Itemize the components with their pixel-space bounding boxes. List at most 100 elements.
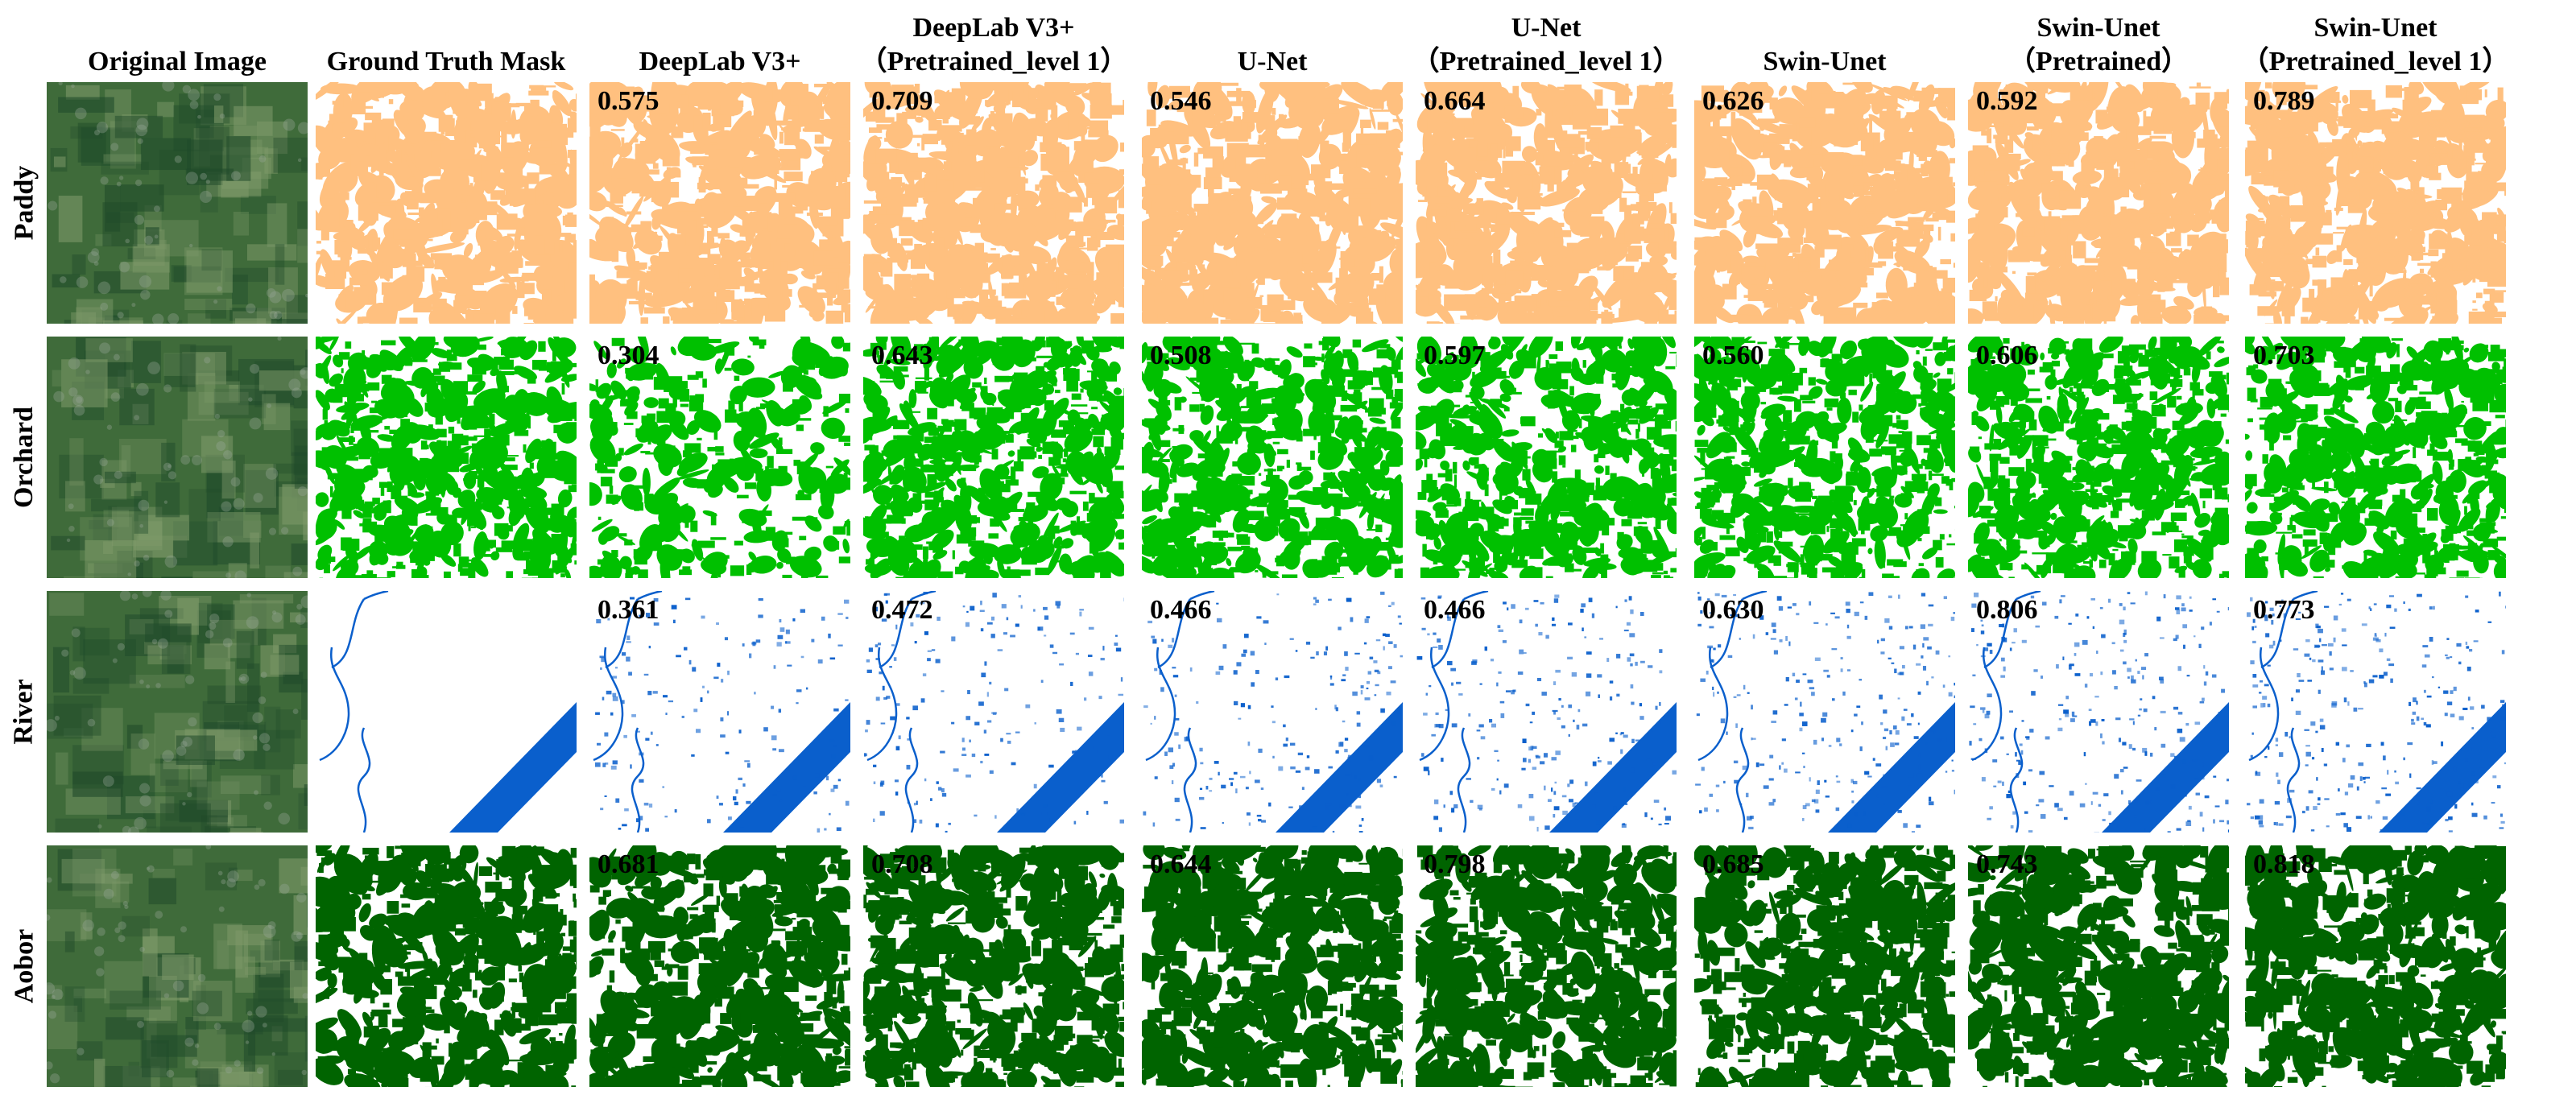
column-header-swin_pt1: Swin-Unet（Pretrained_level 1） [2239,6,2512,79]
score-label: 0.630 [1702,596,1764,625]
segmentation-mask [1694,591,1955,833]
tile-aobor-original [47,845,308,1087]
tile-aobor-deeplab_pt: 0.708 [863,845,1124,1087]
segmentation-mask [316,845,577,1087]
segmentation-mask [1694,337,1955,578]
satellite-image [47,337,308,578]
column-header-line: （Pretrained_level 1） [2242,45,2510,79]
tile-orchard-swin_pt1: 0.703 [2245,337,2506,578]
tile-aobor-swin_pt1: 0.818 [2245,845,2506,1087]
segmentation-mask [1142,337,1403,578]
segmentation-mask [316,82,577,324]
row-label-aobor: Aobor [2,837,47,1095]
tile-river-swin: 0.630 [1694,591,1955,833]
score-label: 0.643 [871,341,933,370]
score-label: 0.703 [2253,341,2315,370]
column-header-line: DeepLab V3+ [639,45,800,79]
segmentation-mask [1142,82,1403,324]
column-header-line: Swin-Unet [2036,11,2160,45]
score-label: 0.606 [1976,341,2038,370]
tile-aobor-unet_pt: 0.798 [1416,845,1677,1087]
satellite-image [47,845,308,1087]
segmentation-mask [589,82,850,324]
segmentation-mask [1416,337,1677,578]
segmentation-mask [1694,82,1955,324]
column-header-line: DeepLab V3+ [912,11,1074,45]
row-label-text: Aobor [9,929,39,1004]
score-label: 0.560 [1702,341,1764,370]
tile-river-swin_pt1: 0.773 [2245,591,2506,833]
segmentation-mask [2245,82,2506,324]
segmentation-mask [589,591,850,833]
segmentation-mask [589,845,850,1087]
column-header-deeplab_pt: DeepLab V3+（Pretrained_level 1） [857,6,1131,79]
tile-paddy-gt [316,82,577,324]
tile-aobor-swin_pt: 0.743 [1968,845,2229,1087]
tile-orchard-original [47,337,308,578]
tile-orchard-unet: 0.508 [1142,337,1403,578]
column-header-line: Ground Truth Mask [327,45,566,79]
score-label: 0.626 [1702,87,1764,116]
tile-river-deeplab: 0.361 [589,591,850,833]
column-header-line: （Pretrained_level 1） [860,45,1128,79]
score-label: 0.597 [1424,341,1486,370]
segmentation-mask [1416,591,1677,833]
tile-orchard-swin: 0.560 [1694,337,1955,578]
score-label: 0.466 [1150,596,1212,625]
column-header-line: U-Net [1511,11,1582,45]
segmentation-mask [1142,845,1403,1087]
tile-aobor-unet: 0.644 [1142,845,1403,1087]
score-label: 0.508 [1150,341,1212,370]
segmentation-mask [316,337,577,578]
column-header-gt: Ground Truth Mask [309,6,583,79]
tile-orchard-gt [316,337,577,578]
score-label: 0.685 [1702,850,1764,879]
score-label: 0.681 [597,850,660,879]
segmentation-mask [863,337,1124,578]
score-label: 0.575 [597,87,660,116]
score-label: 0.472 [871,596,933,625]
segmentation-mask [2245,845,2506,1087]
score-label: 0.709 [871,87,933,116]
tile-paddy-swin_pt: 0.592 [1968,82,2229,324]
score-label: 0.773 [2253,596,2315,625]
segmentation-mask [1416,845,1677,1087]
segmentation-comparison-figure: Original Image Ground Truth Mask DeepLab V… [0,0,2576,1047]
segmentation-mask [1968,82,2229,324]
segmentation-mask [863,845,1124,1087]
column-header-swin_pt: Swin-Unet（Pretrained） [1962,6,2235,79]
column-header-swin: Swin-Unet [1688,6,1962,79]
tile-paddy-swin: 0.626 [1694,82,1955,324]
tile-paddy-deeplab: 0.575 [589,82,850,324]
score-label: 0.361 [597,596,660,625]
column-header-line: Swin-Unet [2313,11,2437,45]
tile-river-unet: 0.466 [1142,591,1403,833]
tile-orchard-swin_pt: 0.606 [1968,337,2229,578]
row-label-text: Orchard [9,407,39,508]
tile-river-gt [316,591,577,833]
row-label-orchard: Orchard [2,328,47,586]
segmentation-mask [2245,337,2506,578]
satellite-image [47,82,308,324]
column-header-line: （Pretrained_level 1） [1412,45,1681,79]
tile-aobor-swin: 0.685 [1694,845,1955,1087]
tile-orchard-unet_pt: 0.597 [1416,337,1677,578]
segmentation-mask [1142,591,1403,833]
tile-aobor-gt [316,845,577,1087]
tile-river-swin_pt: 0.806 [1968,591,2229,833]
tile-river-original [47,591,308,833]
score-label: 0.664 [1424,87,1486,116]
score-label: 0.644 [1150,850,1212,879]
column-header-unet_pt: U-Net（Pretrained_level 1） [1409,6,1683,79]
tile-paddy-unet: 0.546 [1142,82,1403,324]
segmentation-mask [316,591,577,833]
segmentation-mask [1694,845,1955,1087]
score-label: 0.806 [1976,596,2038,625]
tile-river-deeplab_pt: 0.472 [863,591,1124,833]
column-header-original: Original Image [40,6,314,79]
segmentation-mask [1416,82,1677,324]
tile-river-unet_pt: 0.466 [1416,591,1677,833]
score-label: 0.592 [1976,87,2038,116]
tile-aobor-deeplab: 0.681 [589,845,850,1087]
score-label: 0.743 [1976,850,2038,879]
